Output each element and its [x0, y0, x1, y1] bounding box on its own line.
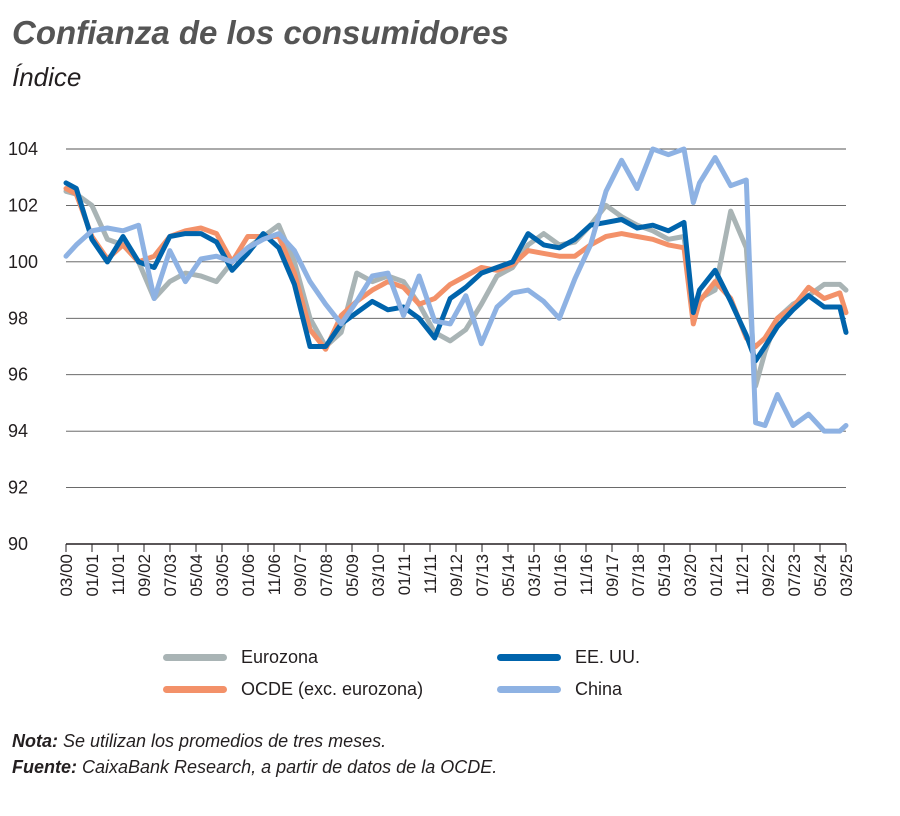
x-tick-label: 07/18 [629, 554, 648, 597]
source-line: Fuente: CaixaBank Research, a partir de … [12, 754, 497, 780]
x-tick-label: 01/16 [551, 554, 570, 597]
note-line: Nota: Se utilizan los promedios de tres … [12, 728, 497, 754]
legend-swatch [497, 686, 561, 693]
x-tick-label: 05/24 [811, 554, 830, 597]
source-label: Fuente: [12, 757, 77, 777]
legend-item-china: China [497, 679, 622, 700]
x-tick-label: 07/13 [473, 554, 492, 597]
note-text: Se utilizan los promedios de tres meses. [58, 731, 387, 751]
x-tick-label: 01/21 [707, 554, 726, 597]
legend-label: Eurozona [241, 647, 319, 667]
y-tick-label: 100 [8, 252, 38, 272]
legend-swatch [163, 686, 227, 693]
x-tick-label: 03/05 [213, 554, 232, 597]
x-tick-label: 09/17 [603, 554, 622, 597]
legend-label: China [575, 679, 623, 699]
series-line-china [63, 146, 849, 434]
legend-label: OCDE (exc. eurozona) [241, 679, 424, 699]
legend-item-eeuu: EE. UU. [497, 647, 640, 668]
x-tick-label: 01/06 [239, 554, 258, 597]
line-chart: 90 92 94 96 98 100 102 104 03/00 01/01 11/01 09/02… [8, 139, 856, 597]
x-tick-label: 11/01 [109, 554, 128, 595]
x-tick-label: 07/08 [317, 554, 336, 597]
x-tick-label: 05/19 [655, 554, 674, 597]
x-tick-label: 01/01 [83, 554, 102, 597]
x-tick-label: 11/11 [421, 554, 440, 594]
x-tick-label: 07/03 [161, 554, 180, 597]
y-tick-label: 92 [8, 478, 28, 498]
series-line-eurozona [63, 188, 849, 389]
x-tick-label: 09/07 [291, 554, 310, 597]
x-tick-label: 09/22 [759, 554, 778, 597]
x-tick-label: 03/15 [525, 554, 544, 597]
x-tick-label: 05/04 [187, 554, 206, 597]
x-tick-label: 11/16 [577, 554, 596, 595]
series-lines [63, 146, 849, 434]
x-tick-label: 09/02 [135, 554, 154, 597]
x-tick-label: 11/06 [265, 554, 284, 595]
y-tick-label: 98 [8, 308, 28, 328]
legend-item-ocde: OCDE (exc. eurozona) [163, 679, 423, 700]
chart-title: Confianza de los consumidores [12, 14, 509, 51]
x-tick-label: 11/21 [733, 554, 752, 595]
note-label: Nota: [12, 731, 58, 751]
x-tick-label: 03/25 [837, 554, 856, 597]
gridlines [66, 148, 846, 545]
chart-notes: Nota: Se utilizan los promedios de tres … [12, 728, 497, 780]
x-tick-label: 03/00 [57, 554, 76, 597]
legend-label: EE. UU. [575, 647, 641, 667]
x-tick-label: 09/12 [447, 554, 466, 597]
series-line-ee-uu- [63, 180, 849, 364]
x-axis-ticks: 03/00 01/01 11/01 09/02 07/03 05/04 03/05 01/06… [57, 544, 856, 597]
x-tick-label: 01/11 [395, 554, 414, 595]
x-tick-label: 07/23 [785, 554, 804, 597]
y-tick-label: 102 [8, 195, 38, 215]
y-axis-ticks: 90 92 94 96 98 100 102 104 [8, 139, 38, 554]
legend-swatch [163, 654, 227, 661]
x-tick-label: 05/09 [343, 554, 362, 597]
chart-subtitle: Índice [12, 62, 82, 92]
legend-swatch [497, 654, 561, 661]
legend-item-eurozona: Eurozona [163, 647, 318, 668]
y-tick-label: 90 [8, 534, 28, 554]
y-tick-label: 104 [8, 139, 38, 159]
x-tick-label: 03/10 [369, 554, 388, 597]
y-tick-label: 94 [8, 421, 28, 441]
x-tick-label: 05/14 [499, 554, 518, 597]
x-tick-label: 03/20 [681, 554, 700, 597]
source-text: CaixaBank Research, a partir de datos de… [77, 757, 498, 777]
y-tick-label: 96 [8, 365, 28, 385]
